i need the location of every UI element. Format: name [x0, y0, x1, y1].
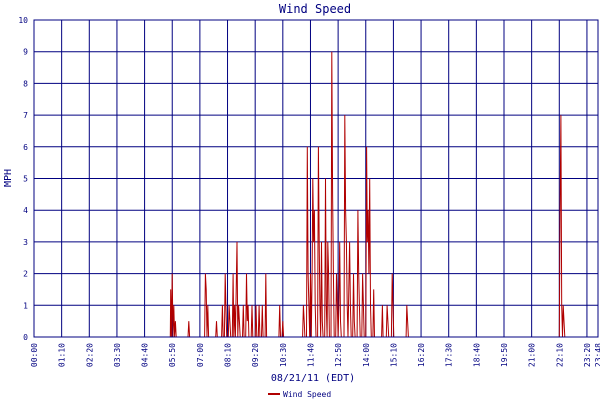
y-tick-label: 9 — [23, 48, 28, 57]
x-tick-label: 05:50 — [168, 343, 177, 367]
x-tick-label: 08:10 — [224, 343, 233, 367]
y-tick-label: 7 — [23, 111, 28, 120]
y-tick-label: 10 — [18, 16, 28, 25]
x-tick-label: 11:40 — [306, 343, 315, 367]
x-tick-label: 04:40 — [141, 343, 150, 367]
x-tick-label: 15:10 — [389, 343, 398, 367]
x-tick-label: 10:30 — [279, 343, 288, 367]
legend: Wind Speed — [268, 390, 331, 399]
x-tick-label: 12:50 — [334, 343, 343, 367]
y-tick-label: 6 — [23, 143, 28, 152]
y-tick-label: 2 — [23, 270, 28, 279]
x-tick-label: 18:40 — [472, 343, 481, 367]
x-tick-label: 00:00 — [30, 343, 39, 367]
x-tick-label: 23:20 — [583, 343, 592, 367]
plot-frame — [33, 19, 599, 338]
x-tick-label: 21:00 — [528, 343, 537, 367]
series-layer — [34, 51, 598, 338]
x-tick-label: 17:30 — [445, 343, 454, 367]
x-tick-label: 03:30 — [113, 343, 122, 367]
x-axis-label: 08/21/11 (EDT) — [271, 373, 355, 384]
x-tick-label: 02:20 — [85, 343, 94, 367]
x-tick-label: 16:20 — [417, 343, 426, 367]
chart-title: Wind Speed — [279, 2, 351, 16]
y-tick-label: 4 — [23, 206, 28, 215]
tick-labels: 0 1 2 3 4 5 6 7 8 9 10 00:00 01:10 02:20 03:30 04:40 05:… — [18, 16, 600, 367]
x-tick-label: 01:10 — [58, 343, 67, 367]
y-tick-label: 5 — [23, 175, 28, 184]
x-tick-label: 07:00 — [196, 343, 205, 367]
y-axis-label: MPH — [3, 169, 14, 187]
x-tick-label: 09:20 — [251, 343, 260, 367]
legend-label: Wind Speed — [283, 390, 331, 399]
x-tick-label: 14:00 — [362, 343, 371, 367]
y-tick-label: 3 — [23, 238, 28, 247]
y-tick-label: 1 — [23, 301, 28, 310]
y-tick-label: 0 — [23, 333, 28, 342]
x-tick-label: 22:10 — [555, 343, 564, 367]
series-line-0 — [34, 51, 598, 338]
x-tick-label: 19:50 — [500, 343, 509, 367]
y-tick-label: 8 — [23, 79, 28, 88]
x-tick-label: 23:48 — [594, 343, 600, 367]
